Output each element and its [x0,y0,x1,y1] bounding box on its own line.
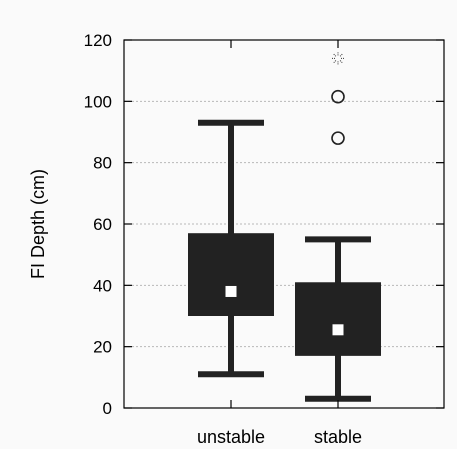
y-tick-label: 120 [84,31,112,50]
grid-lines [124,100,444,348]
box-series [188,51,381,402]
extreme-point [331,51,345,66]
box-body [188,233,274,316]
x-category-label-stable: stable [314,427,362,447]
outlier-point [331,131,345,145]
y-axis-title: FI Depth (cm) [28,169,48,279]
y-tick-label: 100 [84,92,112,111]
y-tick-label: 40 [93,276,112,295]
y-tick-label: 0 [103,399,112,418]
extreme-point-ray [332,60,337,64]
mean-marker [332,324,344,336]
axis-ticks: 0 20 40 60 80 100 120 unstable stable [84,31,444,447]
extreme-point-ray [332,53,337,57]
box-unstable [188,119,274,378]
box-body [295,282,381,356]
y-tick-label: 60 [93,215,112,234]
extreme-point-ray [339,53,344,57]
box-stable [295,51,381,402]
x-category-label-unstable: unstable [197,427,265,447]
y-axis-label: FI Depth (cm) [28,169,48,279]
y-tick-label: 80 [93,154,112,173]
mean-marker [225,285,237,297]
extreme-point-ray [339,60,344,64]
outlier-point [331,89,345,104]
y-tick-label: 20 [93,338,112,357]
